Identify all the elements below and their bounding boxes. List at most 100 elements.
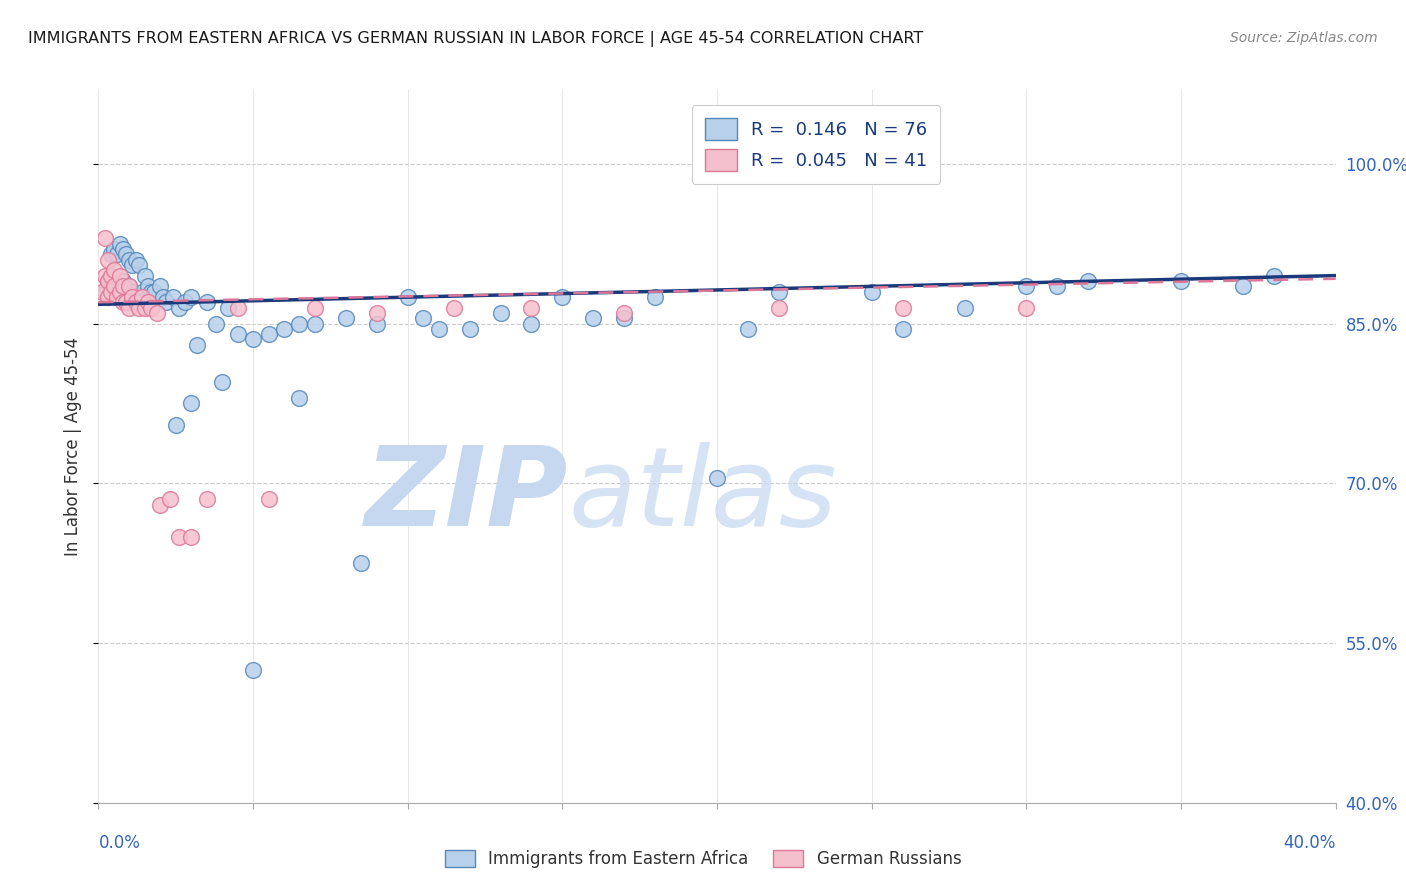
Point [121, 290, 143, 304]
Point [134, 301, 156, 315]
Point [118, 279, 141, 293]
Point [97, 290, 120, 304]
Point [582, 311, 605, 326]
Text: 40.0%: 40.0% [1284, 834, 1336, 852]
Point [100, 279, 122, 293]
Point [118, 252, 141, 267]
Text: Source: ZipAtlas.com: Source: ZipAtlas.com [1230, 31, 1378, 45]
Point [97, 252, 120, 267]
Point [217, 301, 239, 315]
Point [288, 391, 311, 405]
Point [768, 285, 790, 299]
Point [105, 247, 128, 261]
Point [304, 317, 326, 331]
Point [768, 301, 790, 315]
Point [350, 556, 373, 570]
Point [520, 301, 543, 315]
Point [103, 263, 125, 277]
Point [458, 322, 481, 336]
Point [105, 290, 128, 304]
Point [165, 417, 187, 432]
Point [1015, 279, 1038, 293]
Point [613, 311, 636, 326]
Point [273, 322, 295, 336]
Point [97, 290, 120, 304]
Point [124, 252, 146, 267]
Point [124, 290, 146, 304]
Point [115, 247, 138, 261]
Point [1170, 274, 1192, 288]
Point [205, 317, 228, 331]
Point [860, 285, 883, 299]
Point [644, 290, 666, 304]
Point [335, 311, 357, 326]
Point [396, 290, 419, 304]
Point [108, 285, 131, 299]
Text: 0.0%: 0.0% [98, 834, 141, 852]
Point [103, 279, 125, 293]
Point [891, 301, 914, 315]
Point [105, 290, 128, 304]
Point [93, 231, 115, 245]
Point [103, 285, 125, 299]
Point [242, 333, 264, 347]
Point [159, 492, 181, 507]
Point [737, 322, 759, 336]
Point [97, 274, 120, 288]
Point [139, 285, 162, 299]
Point [112, 274, 135, 288]
Point [706, 471, 728, 485]
Point [112, 242, 135, 256]
Point [257, 492, 280, 507]
Point [131, 290, 153, 304]
Point [128, 295, 150, 310]
Point [108, 268, 131, 283]
Point [118, 295, 141, 310]
Point [100, 268, 122, 283]
Legend: Immigrants from Eastern Africa, German Russians: Immigrants from Eastern Africa, German R… [439, 843, 967, 875]
Point [149, 279, 172, 293]
Point [90, 285, 112, 299]
Point [134, 268, 156, 283]
Point [112, 295, 135, 310]
Point [1015, 301, 1038, 315]
Point [180, 396, 202, 410]
Point [1077, 274, 1099, 288]
Point [136, 295, 159, 310]
Point [121, 285, 143, 299]
Point [366, 317, 388, 331]
Point [136, 279, 159, 293]
Point [180, 290, 202, 304]
Point [121, 258, 143, 272]
Point [124, 295, 146, 310]
Text: atlas: atlas [568, 442, 837, 549]
Point [520, 317, 543, 331]
Point [195, 492, 218, 507]
Point [93, 285, 115, 299]
Point [143, 285, 166, 299]
Point [152, 290, 174, 304]
Point [412, 311, 434, 326]
Point [115, 295, 138, 310]
Point [97, 274, 120, 288]
Point [149, 498, 172, 512]
Point [93, 268, 115, 283]
Point [155, 295, 177, 310]
Point [118, 301, 141, 315]
Point [489, 306, 512, 320]
Point [118, 279, 141, 293]
Point [128, 301, 150, 315]
Point [167, 529, 190, 543]
Point [226, 327, 249, 342]
Point [112, 279, 135, 293]
Point [1232, 279, 1254, 293]
Text: ZIP: ZIP [366, 442, 568, 549]
Point [891, 322, 914, 336]
Point [257, 327, 280, 342]
Point [613, 306, 636, 320]
Point [211, 375, 233, 389]
Point [100, 247, 122, 261]
Point [1263, 268, 1285, 283]
Text: IMMIGRANTS FROM EASTERN AFRICA VS GERMAN RUSSIAN IN LABOR FORCE | AGE 45-54 CORR: IMMIGRANTS FROM EASTERN AFRICA VS GERMAN… [28, 31, 924, 47]
Point [131, 285, 153, 299]
